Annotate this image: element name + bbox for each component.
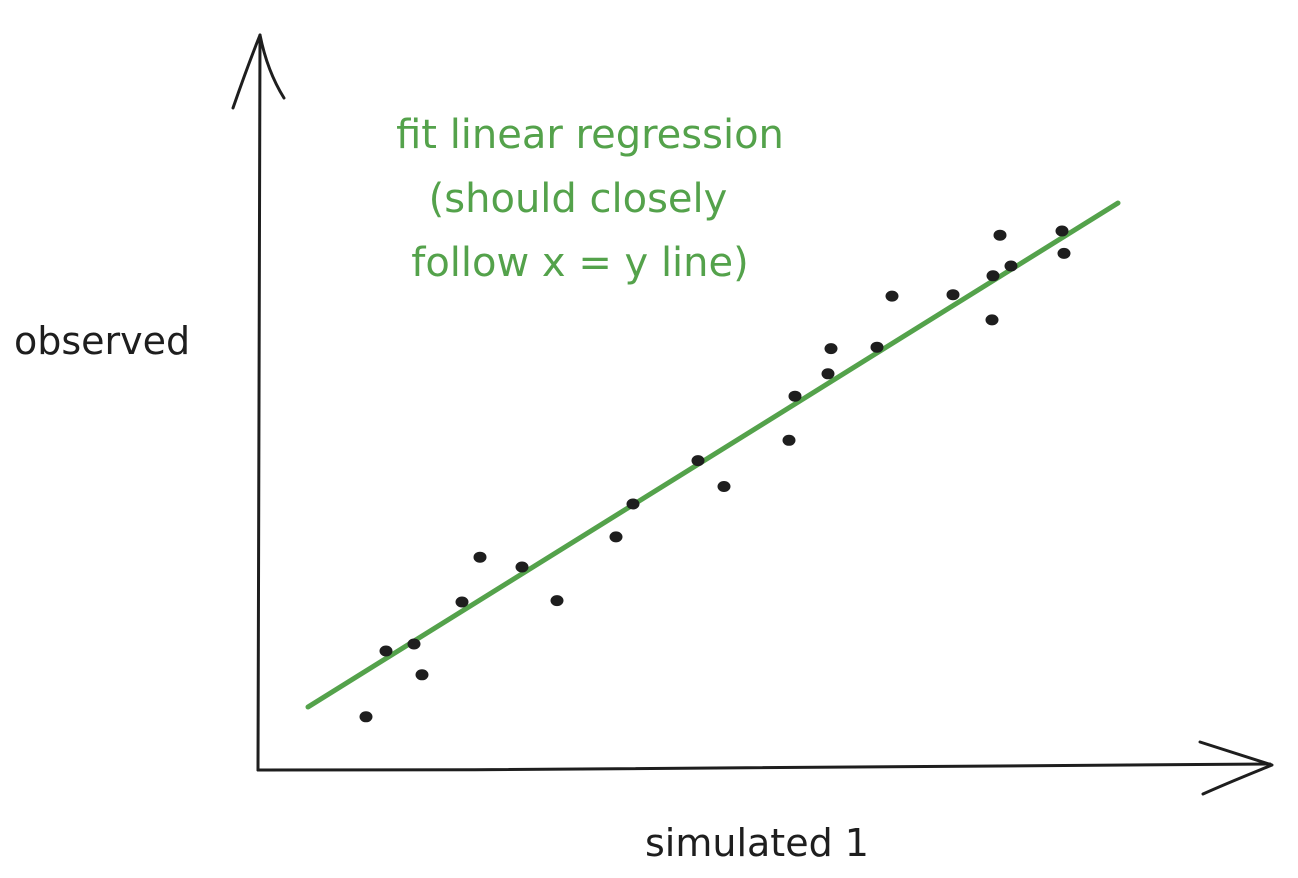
data-point <box>550 595 564 607</box>
data-point <box>415 669 429 681</box>
data-point <box>821 368 835 380</box>
annotation-line-2: (should closely <box>429 176 728 222</box>
data-point <box>993 229 1007 241</box>
data-point <box>609 531 623 543</box>
y-axis-label: observed <box>14 319 190 363</box>
x-axis-arrowhead <box>1198 740 1274 796</box>
data-point <box>788 390 802 402</box>
x-axis-label: simulated 1 <box>645 821 869 865</box>
data-point <box>985 314 999 326</box>
data-point <box>824 343 838 355</box>
data-point <box>946 289 960 301</box>
data-point <box>870 341 884 353</box>
annotation-line-3: follow x = y line) <box>411 240 748 286</box>
data-point <box>986 270 1000 282</box>
y-axis-line <box>256 33 262 772</box>
data-point <box>782 434 796 446</box>
data-point <box>691 455 705 467</box>
data-point <box>1004 260 1018 272</box>
data-point <box>515 561 529 573</box>
data-point <box>359 711 373 723</box>
data-point <box>885 290 899 302</box>
annotation-line-1: fit linear regression <box>396 112 784 158</box>
y-axis-arrowhead <box>231 33 286 110</box>
data-point <box>1057 247 1071 259</box>
data-point <box>455 596 469 608</box>
x-axis-line <box>256 762 1272 772</box>
data-point <box>473 551 487 563</box>
data-point <box>379 645 393 657</box>
data-point <box>626 498 640 510</box>
data-point <box>1055 225 1069 237</box>
regression-line <box>305 200 1121 710</box>
data-point <box>407 638 421 650</box>
data-points <box>359 225 1071 723</box>
data-point <box>717 481 731 492</box>
